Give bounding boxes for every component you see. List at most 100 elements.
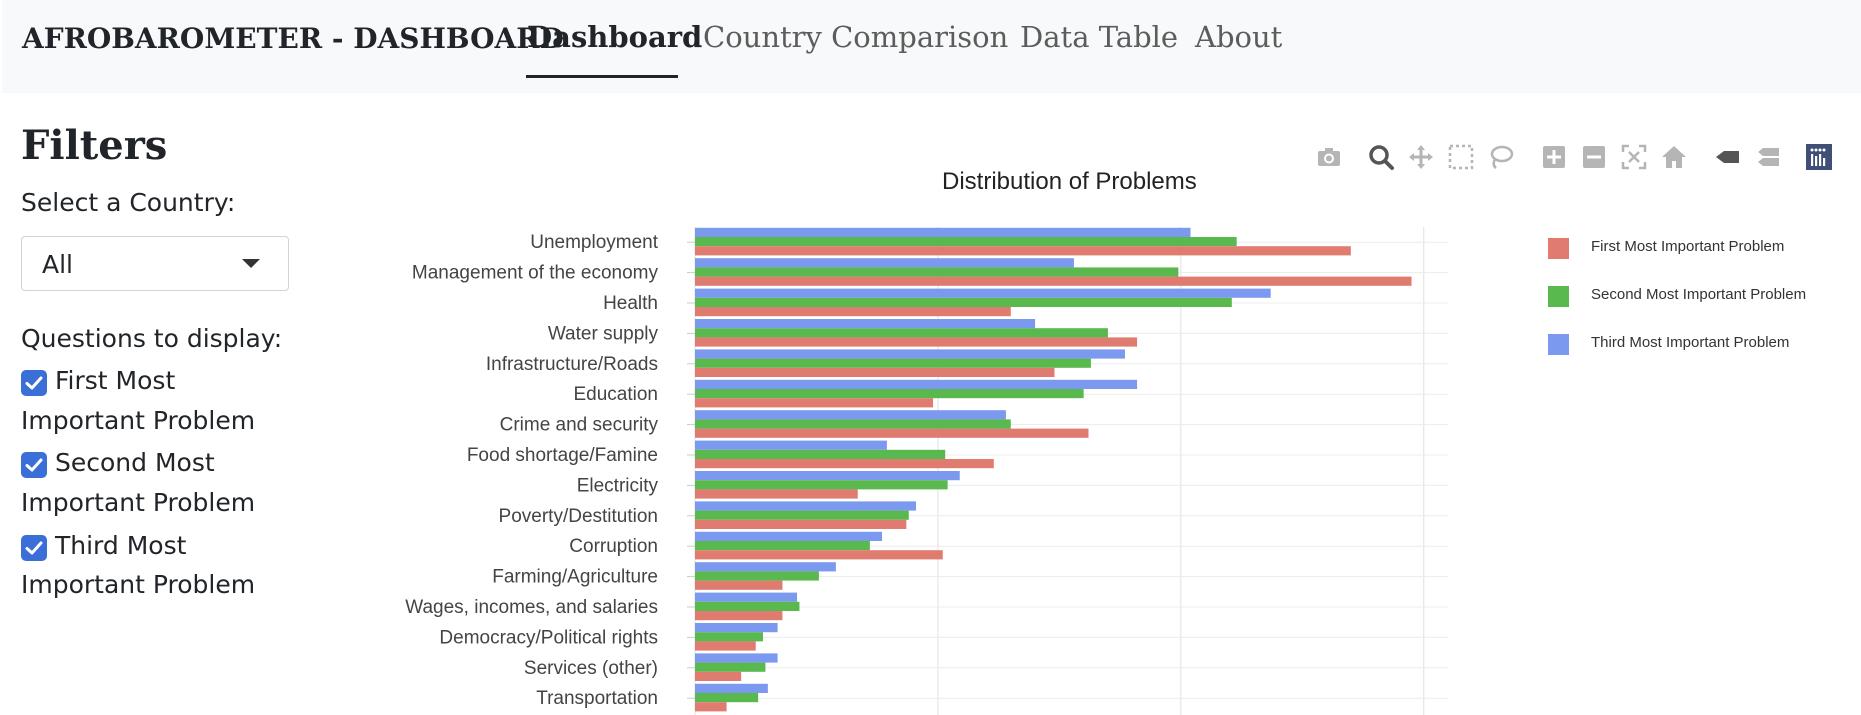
bar-third-3[interactable] bbox=[695, 319, 1036, 329]
checkbox-first-label-line1: First Most bbox=[55, 366, 176, 395]
bar-third-6[interactable] bbox=[695, 410, 1006, 420]
bar-third-9[interactable] bbox=[695, 501, 917, 511]
bar-first-11[interactable] bbox=[695, 580, 783, 590]
legend-swatch-first bbox=[1548, 238, 1569, 259]
brand-title[interactable]: AFROBAROMETER - DASHBOARD bbox=[22, 22, 564, 55]
checkbox-first-problem[interactable] bbox=[21, 370, 47, 396]
bar-third-0[interactable] bbox=[695, 227, 1191, 237]
bar-first-3[interactable] bbox=[695, 337, 1138, 347]
bar-third-7[interactable] bbox=[695, 440, 887, 450]
category-label: Democracy/Political rights bbox=[439, 627, 658, 648]
bar-first-8[interactable] bbox=[695, 489, 858, 499]
hover-closest-icon[interactable] bbox=[1713, 143, 1741, 171]
checkbox-second-label-line1: Second Most bbox=[55, 448, 215, 477]
bar-second-5[interactable] bbox=[695, 389, 1084, 399]
bar-first-5[interactable] bbox=[695, 398, 934, 408]
filters-title: Filters bbox=[21, 122, 168, 169]
bar-second-4[interactable] bbox=[695, 358, 1091, 368]
check-icon bbox=[25, 458, 43, 472]
category-label: Management of the economy bbox=[412, 263, 659, 284]
country-select[interactable]: All bbox=[21, 236, 289, 291]
legend-label-third: Third Most Important Problem bbox=[1591, 334, 1790, 351]
checkbox-second-problem[interactable] bbox=[21, 452, 47, 478]
bar-second-13[interactable] bbox=[695, 632, 764, 642]
nav-link-about[interactable]: About bbox=[1195, 20, 1283, 54]
category-label: Farming/Agriculture bbox=[492, 567, 658, 588]
camera-icon[interactable] bbox=[1315, 143, 1343, 171]
bar-third-4[interactable] bbox=[695, 349, 1125, 359]
category-label: Poverty/Destitution bbox=[499, 506, 658, 527]
reset-axes-icon[interactable] bbox=[1660, 143, 1688, 171]
category-label: Transportation bbox=[536, 688, 658, 709]
checkbox-third-problem[interactable] bbox=[21, 535, 47, 561]
pan-icon[interactable] bbox=[1407, 143, 1435, 171]
bar-third-13[interactable] bbox=[695, 623, 778, 633]
check-icon bbox=[25, 541, 43, 555]
country-select-value: All bbox=[42, 250, 73, 279]
box-select-icon[interactable] bbox=[1447, 143, 1475, 171]
bar-third-10[interactable] bbox=[695, 531, 883, 541]
bar-first-2[interactable] bbox=[695, 307, 1011, 317]
bar-second-6[interactable] bbox=[695, 419, 1011, 429]
bar-first-9[interactable] bbox=[695, 519, 907, 529]
bar-first-15[interactable] bbox=[695, 702, 727, 712]
bar-third-12[interactable] bbox=[695, 592, 798, 602]
bar-second-8[interactable] bbox=[695, 480, 948, 490]
chevron-down-icon[interactable] bbox=[242, 259, 260, 268]
bar-first-13[interactable] bbox=[695, 641, 756, 651]
bar-first-4[interactable] bbox=[695, 367, 1055, 377]
chart-title: Distribution of Problems bbox=[942, 168, 1197, 195]
bar-second-15[interactable] bbox=[695, 693, 759, 703]
bar-first-6[interactable] bbox=[695, 428, 1089, 438]
active-tab-indicator bbox=[526, 75, 678, 78]
legend-label-first: First Most Important Problem bbox=[1591, 238, 1785, 255]
category-label: Education bbox=[573, 384, 658, 405]
bar-second-10[interactable] bbox=[695, 541, 870, 551]
nav-link-country-comparison[interactable]: Country Comparison bbox=[703, 20, 1009, 54]
hover-compare-icon[interactable] bbox=[1753, 143, 1781, 171]
nav-link-data-table[interactable]: Data Table bbox=[1020, 20, 1179, 54]
category-label: Food shortage/Famine bbox=[467, 445, 658, 466]
bar-second-0[interactable] bbox=[695, 237, 1237, 247]
category-label: Health bbox=[603, 293, 658, 314]
check-icon bbox=[25, 376, 43, 390]
bar-second-11[interactable] bbox=[695, 571, 819, 581]
bar-third-15[interactable] bbox=[695, 683, 768, 693]
lasso-select-icon[interactable] bbox=[1487, 143, 1515, 171]
bar-third-1[interactable] bbox=[695, 258, 1074, 268]
zoom-out-icon[interactable] bbox=[1580, 143, 1608, 171]
bar-third-14[interactable] bbox=[695, 653, 778, 663]
zoom-icon[interactable] bbox=[1367, 143, 1395, 171]
questions-label: Questions to display: bbox=[21, 324, 283, 353]
bar-second-3[interactable] bbox=[695, 328, 1108, 338]
category-label: Unemployment bbox=[530, 232, 658, 253]
bar-third-8[interactable] bbox=[695, 471, 960, 481]
bar-first-14[interactable] bbox=[695, 671, 742, 681]
category-label: Electricity bbox=[577, 475, 659, 496]
autoscale-icon[interactable] bbox=[1620, 143, 1648, 171]
bar-first-7[interactable] bbox=[695, 459, 994, 469]
bar-second-1[interactable] bbox=[695, 267, 1179, 277]
bar-second-9[interactable] bbox=[695, 510, 909, 520]
bar-second-12[interactable] bbox=[695, 601, 800, 611]
bar-first-12[interactable] bbox=[695, 611, 783, 621]
category-label: Corruption bbox=[569, 536, 658, 557]
navbar: AFROBAROMETER - DASHBOARD Dashboard Coun… bbox=[2, 0, 1861, 93]
bar-first-0[interactable] bbox=[695, 246, 1351, 256]
category-label: Services (other) bbox=[524, 658, 658, 679]
country-select-label: Select a Country: bbox=[21, 188, 236, 217]
bar-first-10[interactable] bbox=[695, 550, 943, 560]
bar-second-2[interactable] bbox=[695, 297, 1232, 307]
plotly-logo-icon[interactable] bbox=[1805, 143, 1833, 171]
nav-link-dashboard[interactable]: Dashboard bbox=[527, 20, 703, 54]
bar-third-2[interactable] bbox=[695, 288, 1271, 298]
bar-third-11[interactable] bbox=[695, 562, 836, 572]
category-label: Wages, incomes, and salaries bbox=[405, 597, 658, 618]
bar-second-14[interactable] bbox=[695, 662, 766, 672]
bar-second-7[interactable] bbox=[695, 449, 946, 459]
legend-swatch-second bbox=[1548, 286, 1569, 307]
bar-first-1[interactable] bbox=[695, 276, 1412, 286]
bar-third-5[interactable] bbox=[695, 379, 1138, 389]
category-label: Infrastructure/Roads bbox=[486, 354, 658, 375]
zoom-in-icon[interactable] bbox=[1540, 143, 1568, 171]
